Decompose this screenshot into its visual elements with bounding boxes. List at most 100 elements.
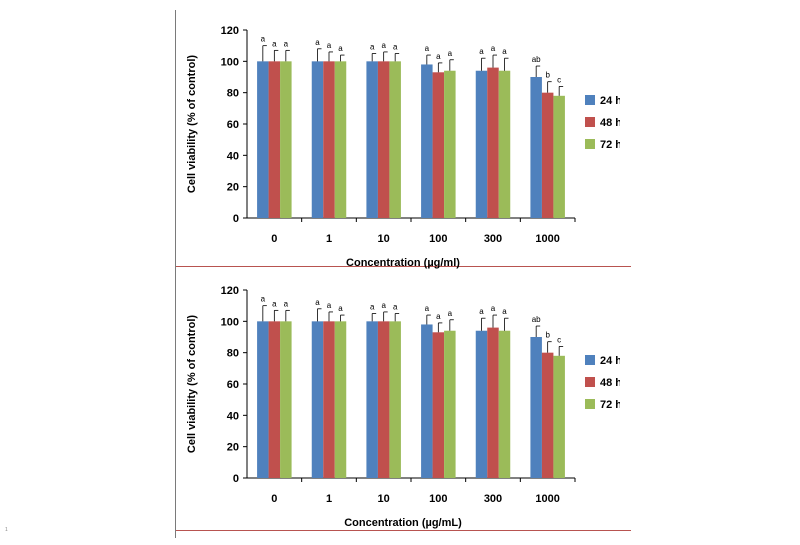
significance-letter-48hr-100: a [436,312,441,321]
bar-48hr-100 [432,72,445,218]
y-tick-label-100: 100 [221,316,239,328]
x-tick-label-100: 100 [429,233,447,245]
bar-24hr-300 [475,330,488,478]
bar-24hr-100 [421,324,433,478]
bar-48hr-1 [323,321,335,478]
significance-letter-48hr-10: a [381,41,386,50]
y-tick-label-60: 60 [227,119,239,131]
bar-72hr-300 [498,330,511,478]
bar-48hr-0 [268,61,281,219]
bar-72hr-1000 [553,95,565,218]
legend-swatch-24hr [585,355,595,365]
bar-48hr-1000 [541,352,554,478]
footnote-mark: 1 [5,527,8,533]
significance-letter-48hr-100: a [436,52,441,61]
legend-swatch-72hr [585,399,595,409]
legend-label-24hr: 24 hr [600,95,620,107]
x-tick-label-0: 0 [271,233,277,245]
significance-letter-72hr-0: a [284,299,289,308]
bar-48hr-10 [377,61,390,219]
vertical-divider-line [175,10,176,538]
panel-separator-bottom [176,530,631,531]
bar-24hr-0 [257,61,269,219]
significance-letter-48hr-0: a [272,39,277,48]
bar-48hr-10 [377,321,390,478]
significance-letter-48hr-300: a [491,304,496,313]
significance-letter-24hr-10: a [370,303,375,312]
x-tick-label-100: 100 [429,493,447,505]
significance-letter-24hr-10: a [370,43,375,52]
legend-label-72hr: 72 hr [600,139,620,151]
x-axis-label: Concentration (µg/ml) [346,257,460,269]
significance-letter-72hr-100: a [448,309,453,318]
bar-48hr-1000 [541,92,554,218]
legend-label-72hr: 72 hr [600,399,620,411]
bar-72hr-1 [334,321,347,478]
y-tick-label-80: 80 [227,88,239,100]
significance-letter-24hr-300: a [479,307,484,316]
x-tick-label-10: 10 [378,233,390,245]
bar-72hr-10 [389,61,401,219]
bar-24hr-100 [421,64,433,218]
bar-24hr-300 [475,70,488,218]
significance-letter-48hr-1: a [327,301,332,310]
bar-48hr-300 [487,67,499,218]
bar-24hr-0 [257,321,269,478]
bar-24hr-10 [366,61,378,219]
bar-24hr-1000 [530,77,542,218]
bar-48hr-100 [432,332,445,478]
significance-letter-72hr-300: a [502,47,507,56]
significance-letter-48hr-1: a [327,41,332,50]
bar-72hr-10 [389,321,401,478]
y-tick-label-120: 120 [221,285,239,297]
x-tick-label-1: 1 [326,493,332,505]
significance-letter-72hr-10: a [393,303,398,312]
significance-letter-72hr-1000: c [557,335,561,344]
bar-72hr-0 [280,61,292,219]
y-tick-label-60: 60 [227,379,239,391]
significance-letter-72hr-300: a [502,307,507,316]
significance-letter-24hr-300: a [479,47,484,56]
significance-letter-72hr-1: a [338,304,343,313]
bar-72hr-300 [498,70,511,218]
bar-72hr-100 [444,70,456,218]
significance-letter-48hr-1000: b [545,331,550,340]
significance-letter-72hr-1: a [338,44,343,53]
significance-letter-24hr-0: a [261,295,266,304]
x-axis-label: Concentration (µg/mL) [344,517,462,529]
x-tick-label-1000: 1000 [535,233,559,245]
bar-72hr-0 [280,321,292,478]
bar-72hr-1 [334,61,347,219]
bar-24hr-10 [366,321,378,478]
significance-letter-72hr-1000: c [557,75,561,84]
significance-letter-72hr-10: a [393,43,398,52]
significance-letter-72hr-100: a [448,49,453,58]
legend-label-24hr: 24 hr [600,355,620,367]
bar-72hr-1000 [553,355,565,478]
legend-swatch-48hr [585,117,595,127]
y-tick-label-120: 120 [221,25,239,37]
y-axis-label: Cell viability (% of control) [186,315,198,453]
legend-label-48hr: 48 hr [600,117,620,129]
y-tick-label-100: 100 [221,56,239,68]
significance-letter-48hr-0: a [272,299,277,308]
legend-swatch-48hr [585,377,595,387]
significance-letter-48hr-1000: b [545,71,550,80]
y-tick-label-20: 20 [227,182,239,194]
x-tick-label-1: 1 [326,233,332,245]
significance-letter-24hr-1000: ab [532,55,541,64]
significance-letter-24hr-100: a [425,44,430,53]
legend-swatch-72hr [585,139,595,149]
significance-letter-72hr-0: a [284,39,289,48]
significance-letter-24hr-1: a [315,38,320,47]
bar-72hr-100 [444,330,456,478]
x-tick-label-300: 300 [484,233,502,245]
y-tick-label-80: 80 [227,348,239,360]
bar-24hr-1 [311,321,324,478]
y-tick-label-40: 40 [227,410,239,422]
y-tick-label-0: 0 [233,213,239,225]
significance-letter-24hr-0: a [261,35,266,44]
bar-48hr-300 [487,327,499,478]
